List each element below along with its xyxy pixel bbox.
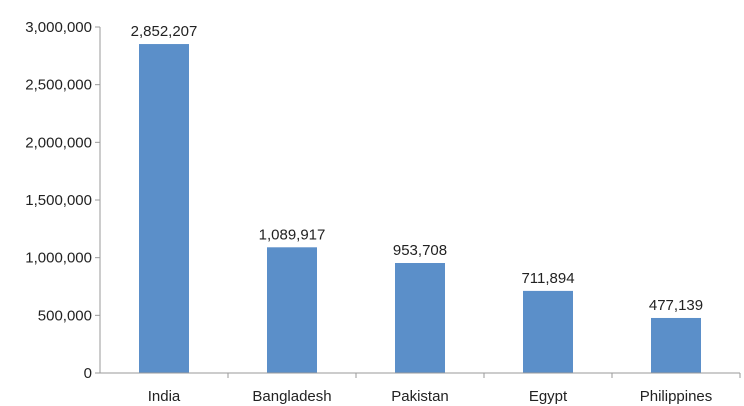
bar-bangladesh bbox=[267, 247, 317, 373]
x-tick-label: Bangladesh bbox=[252, 388, 331, 405]
y-tick-label: 1,000,000 bbox=[25, 250, 92, 267]
x-tick-label: Egypt bbox=[529, 388, 568, 405]
y-tick-label: 500,000 bbox=[38, 307, 92, 324]
y-tick-label: 2,500,000 bbox=[25, 77, 92, 94]
data-label: 953,708 bbox=[393, 242, 447, 259]
data-label: 477,139 bbox=[649, 297, 703, 314]
bar-pakistan bbox=[395, 263, 445, 373]
data-label: 2,852,207 bbox=[131, 23, 198, 40]
y-tick-label: 2,000,000 bbox=[25, 134, 92, 151]
x-tick-label: Pakistan bbox=[391, 388, 449, 405]
data-label: 711,894 bbox=[521, 270, 574, 287]
data-label: 1,089,917 bbox=[259, 226, 326, 243]
y-tick-label: 0 bbox=[84, 365, 92, 382]
y-axis: 0 500,000 1,000,000 1,500,000 2,000,000 2,500… bbox=[25, 19, 101, 382]
bar-philippines bbox=[651, 317, 701, 373]
x-tick-label: India bbox=[148, 388, 181, 405]
y-tick-label: 1,500,000 bbox=[25, 192, 92, 209]
bar-india bbox=[139, 44, 189, 373]
bars: 2,852,207 1,089,917 953,708 711,894 477,139 bbox=[131, 23, 703, 373]
bar-egypt bbox=[523, 290, 573, 373]
y-tick-label: 3,000,000 bbox=[25, 19, 92, 36]
x-tick-label: Philippines bbox=[640, 388, 713, 405]
x-axis: India Bangladesh Pakistan Egypt Philippines bbox=[100, 372, 741, 405]
